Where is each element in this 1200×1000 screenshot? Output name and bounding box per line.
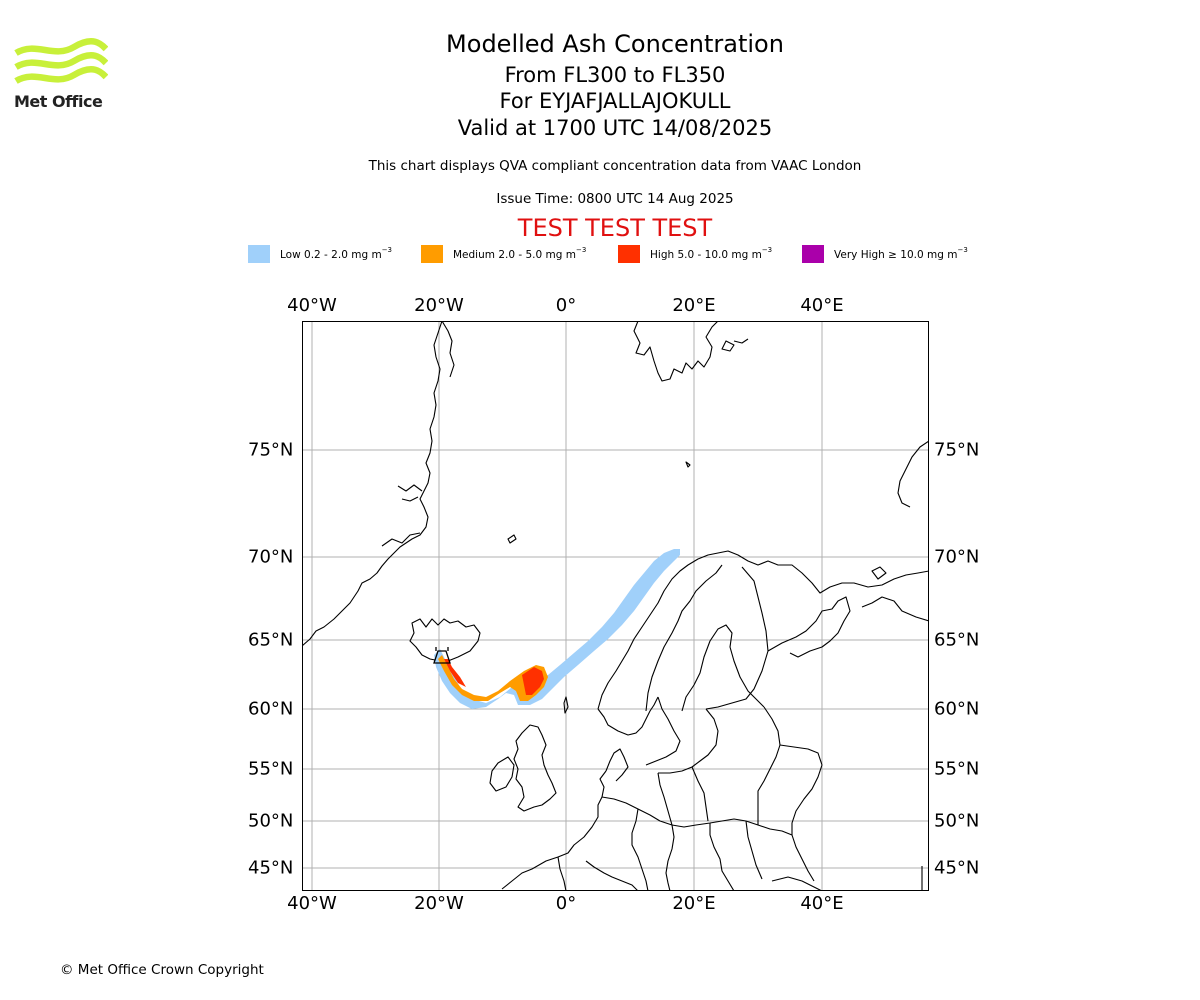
lon-tick-top: 0° bbox=[555, 295, 577, 316]
lat-tick-right: 55°N bbox=[934, 758, 980, 780]
chart-description: This chart displays QVA compliant concen… bbox=[368, 158, 862, 174]
valid-time: Valid at 1700 UTC 14/08/2025 bbox=[457, 116, 773, 140]
lat-tick-right: 60°N bbox=[934, 698, 980, 720]
logo-text: Met Office bbox=[14, 92, 103, 111]
legend-item-high: High 5.0 - 10.0 mg m−3 bbox=[618, 244, 772, 263]
lat-tick-left: 65°N bbox=[248, 629, 294, 651]
legend-swatch-very-high bbox=[802, 244, 824, 263]
lon-tick-top: 40°W bbox=[287, 295, 337, 316]
lat-tick-left: 55°N bbox=[248, 758, 294, 780]
lat-tick-left: 50°N bbox=[248, 810, 294, 832]
lat-tick-left: 75°N bbox=[248, 439, 294, 461]
copyright-notice: © Met Office Crown Copyright bbox=[60, 962, 264, 978]
lon-tick-bottom: 40°W bbox=[287, 893, 337, 914]
legend-item-very-high: Very High ≥ 10.0 mg m−3 bbox=[802, 244, 968, 263]
met-office-logo-icon bbox=[14, 38, 108, 84]
volcano-name: For EYJAFJALLAJOKULL bbox=[499, 89, 731, 113]
lon-tick-top: 20°E bbox=[672, 295, 716, 316]
plume-high bbox=[444, 659, 544, 695]
lon-tick-top: 40°E bbox=[800, 295, 844, 316]
map-frame bbox=[302, 321, 929, 891]
lat-tick-left: 45°N bbox=[248, 857, 294, 879]
lat-tick-right: 45°N bbox=[934, 857, 980, 879]
lat-tick-left: 70°N bbox=[248, 546, 294, 568]
lat-tick-right: 70°N bbox=[934, 546, 980, 568]
chart-title: Modelled Ash Concentration bbox=[446, 30, 784, 58]
test-banner: TEST TEST TEST bbox=[517, 214, 713, 242]
plume-medium bbox=[438, 655, 548, 701]
legend-swatch-medium bbox=[421, 244, 443, 263]
legend-swatch-high bbox=[618, 244, 640, 263]
legend-label-very-high: Very High ≥ 10.0 mg m−3 bbox=[834, 246, 968, 261]
issue-time: Issue Time: 0800 UTC 14 Aug 2025 bbox=[496, 191, 734, 207]
legend-swatch-low bbox=[248, 244, 270, 263]
volcano-source-icon bbox=[433, 647, 451, 664]
coastlines bbox=[302, 321, 929, 891]
flight-level-range: From FL300 to FL350 bbox=[504, 63, 726, 87]
gridlines bbox=[302, 321, 929, 891]
lon-tick-top: 20°W bbox=[414, 295, 464, 316]
plume-low bbox=[434, 549, 680, 709]
legend-label-low: Low 0.2 - 2.0 mg m−3 bbox=[280, 246, 393, 261]
lon-tick-bottom: 20°W bbox=[414, 893, 464, 914]
lat-tick-right: 50°N bbox=[934, 810, 980, 832]
legend-label-medium: Medium 2.0 - 5.0 mg m−3 bbox=[453, 246, 587, 261]
legend-item-medium: Medium 2.0 - 5.0 mg m−3 bbox=[421, 244, 586, 263]
lat-tick-left: 60°N bbox=[248, 698, 294, 720]
legend-item-low: Low 0.2 - 2.0 mg m−3 bbox=[248, 244, 392, 263]
legend-label-high: High 5.0 - 10.0 mg m−3 bbox=[650, 246, 773, 261]
lon-tick-bottom: 20°E bbox=[672, 893, 716, 914]
ash-concentration-map bbox=[302, 321, 929, 891]
lat-tick-right: 65°N bbox=[934, 629, 980, 651]
lon-tick-bottom: 40°E bbox=[800, 893, 844, 914]
lon-tick-bottom: 0° bbox=[555, 893, 577, 914]
lat-tick-right: 75°N bbox=[934, 439, 980, 461]
